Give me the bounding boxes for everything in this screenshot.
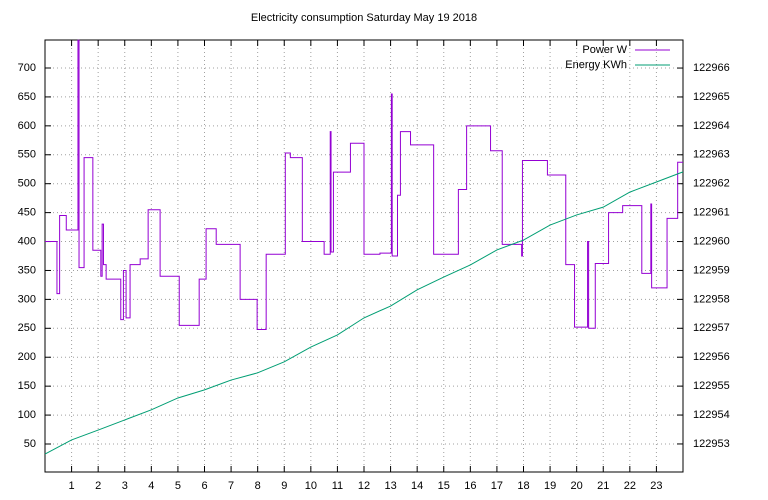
y2-tick-label: 122966	[693, 62, 730, 74]
y2-tick-label: 122955	[693, 380, 730, 392]
x-tick-label: 7	[228, 480, 234, 492]
y2-tick-label: 122958	[693, 293, 730, 305]
y2-tick-label: 122954	[693, 409, 730, 421]
x-tick-label: 9	[281, 480, 287, 492]
x-tick-label: 4	[148, 480, 154, 492]
y2-tick-label: 122953	[693, 438, 730, 450]
legend-label: Power W	[582, 44, 627, 56]
x-tick-label: 21	[597, 480, 609, 492]
y-tick-label: 550	[18, 149, 36, 161]
x-tick-label: 15	[438, 480, 450, 492]
y2-tick-label: 122960	[693, 235, 730, 247]
plot-frame	[44, 39, 684, 473]
series-line	[45, 39, 683, 330]
x-tick-label: 14	[411, 480, 423, 492]
x-tick-label: 22	[624, 480, 636, 492]
x-tick-label: 17	[491, 480, 503, 492]
x-tick-label: 8	[255, 480, 261, 492]
y2-tick-label: 122963	[693, 149, 730, 161]
y-tick-label: 650	[18, 91, 36, 103]
x-tick-label: 19	[544, 480, 556, 492]
y-tick-label: 250	[18, 322, 36, 334]
y-tick-label: 300	[18, 293, 36, 305]
y-tick-label: 500	[18, 178, 36, 190]
x-tick-label: 5	[175, 480, 181, 492]
y-tick-label: 700	[18, 62, 36, 74]
y2-tick-label: 122957	[693, 322, 730, 334]
y-tick-label: 400	[18, 235, 36, 247]
x-tick-label: 10	[305, 480, 317, 492]
x-tick-label: 20	[571, 480, 583, 492]
chart-title: Electricity consumption Saturday May 19 …	[251, 12, 477, 24]
y2-tick-label: 122956	[693, 351, 730, 363]
x-tick-label: 23	[650, 480, 662, 492]
x-tick-label: 11	[332, 480, 343, 492]
legend-label: Energy KWh	[565, 59, 627, 71]
y2-tick-label: 122959	[693, 264, 730, 276]
y-tick-label: 50	[24, 438, 36, 450]
y-tick-label: 150	[18, 380, 36, 392]
x-tick-label: 16	[464, 480, 476, 492]
y2-tick-label: 122965	[693, 91, 730, 103]
y-tick-label: 100	[18, 409, 36, 421]
y-tick-label: 450	[18, 207, 36, 219]
y2-tick-label: 122964	[693, 120, 730, 132]
x-tick-label: 1	[69, 480, 75, 492]
series-line	[44, 171, 684, 455]
y-tick-label: 350	[18, 264, 36, 276]
y-tick-label: 600	[18, 120, 36, 132]
x-tick-label: 2	[95, 480, 101, 492]
x-tick-label: 12	[358, 480, 370, 492]
x-tick-label: 13	[384, 480, 396, 492]
x-tick-label: 18	[517, 480, 529, 492]
y2-tick-label: 122961	[693, 207, 730, 219]
x-tick-label: 3	[122, 480, 128, 492]
y2-tick-label: 122962	[693, 178, 730, 190]
y-tick-label: 200	[18, 351, 36, 363]
x-tick-label: 6	[201, 480, 207, 492]
